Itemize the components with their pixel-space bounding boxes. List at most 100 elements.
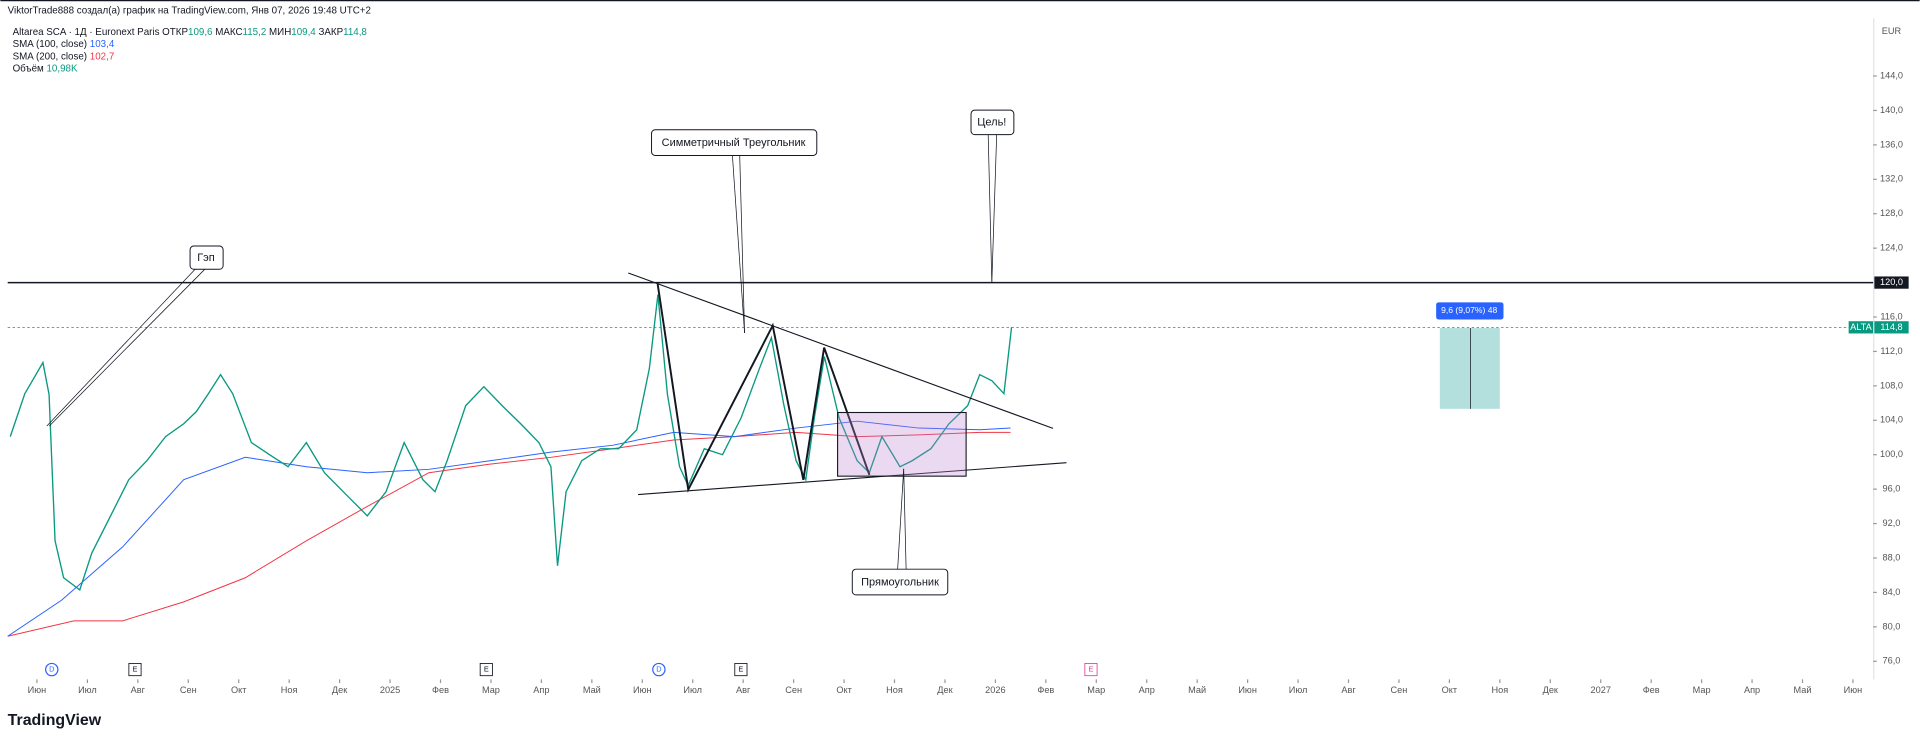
high: 115,2	[243, 26, 267, 37]
last-price-label: 114,8	[1880, 322, 1902, 332]
y-tick-label: 104,0	[1880, 415, 1903, 425]
measure-zone	[1439, 328, 1500, 409]
drawings	[628, 272, 1067, 496]
event-badge	[479, 663, 493, 677]
x-tick-label: Июл	[683, 685, 702, 695]
close-label: ЗАКР	[318, 26, 343, 37]
open: 109,6	[188, 26, 213, 37]
legend-volume: Объём 10,98K	[13, 63, 78, 74]
legend-symbol: Altarea SCA · 1Д · Euronext Paris ОТКР10…	[13, 26, 368, 37]
x-tick-label: Ноя	[886, 685, 903, 695]
event-letter: E	[1089, 664, 1094, 673]
level-tag	[1874, 276, 1909, 289]
event-badge	[128, 663, 142, 677]
y-tick-label: 100,0	[1880, 449, 1903, 459]
ticker-label: ALTA	[1850, 322, 1872, 332]
event-marker: E	[479, 663, 493, 677]
sma100-name: SMA (100, close)	[13, 39, 87, 50]
x-tick-label: Апр	[1139, 685, 1155, 695]
x-tick-label: Сен	[180, 685, 197, 695]
event-badge	[1084, 663, 1098, 677]
close: 114,8	[343, 26, 367, 37]
y-tick-label: 76,0	[1883, 656, 1901, 666]
x-tick-label: Ноя	[1491, 685, 1508, 695]
x-tick-label: Мар	[482, 685, 500, 695]
callout-text: Гэп	[197, 252, 215, 264]
x-tick-label: 2025	[380, 685, 400, 695]
x-tick-label: Окт	[231, 685, 247, 695]
event-marker: D	[652, 662, 666, 677]
x-tick-label: Июн	[28, 685, 47, 695]
measure-label-box	[1436, 302, 1504, 320]
event-letter: D	[656, 664, 661, 673]
y-tick-label: 132,0	[1880, 174, 1903, 184]
sma200-name: SMA (200, close)	[13, 51, 87, 62]
x-tick-label: Июн	[1844, 685, 1863, 695]
last-price-tag	[1874, 321, 1909, 334]
x-tick-label: Май	[1188, 685, 1206, 695]
triangle-upper	[628, 272, 1054, 429]
x-tick-label: Авг	[736, 685, 751, 695]
low: 109,4	[291, 26, 316, 37]
event-letter: E	[133, 664, 138, 673]
measure-label: 9,6 (9,07%) 48	[1441, 305, 1497, 315]
logo-text: TradingView	[8, 712, 102, 729]
callout-rectangle: Прямоугольник	[851, 468, 949, 596]
callout-text: Прямоугольник	[861, 577, 939, 589]
y-tick-label: 88,0	[1883, 552, 1901, 562]
x-tick-label: Авг	[1341, 685, 1356, 695]
event-marker: E	[1084, 663, 1098, 677]
legend-sma200: SMA (200, close) 102,7	[13, 51, 115, 62]
callout-gap: Гэп	[46, 245, 224, 427]
y-tick-label: 124,0	[1880, 243, 1903, 253]
currency: EUR	[1882, 26, 1902, 36]
callout-text: Цель!	[977, 116, 1006, 128]
x-tick-label: Окт	[1442, 685, 1458, 695]
x-tick-label: Авг	[131, 685, 146, 695]
x-tick-label: Май	[583, 685, 601, 695]
sma200-value: 102,7	[90, 51, 114, 62]
rectangle-zone	[837, 411, 967, 477]
open-label: ОТКР	[162, 26, 188, 37]
event-marker: E	[128, 663, 142, 677]
sma-line	[7, 431, 1011, 637]
symbol: Altarea SCA · 1Д · Euronext Paris	[13, 26, 160, 37]
event-badge	[652, 662, 666, 677]
x-tick-label: Апр	[1744, 685, 1760, 695]
plot: 76,0 80,0 84,0 88,0 92,0 96,0 100,0 104,0 108,0 1…	[7, 18, 1909, 695]
event-letter: E	[484, 664, 489, 673]
y-tick-label: 144,0	[1880, 70, 1903, 80]
event-badge	[45, 662, 59, 677]
x-tick-label: Мар	[1087, 685, 1105, 695]
x-tick-label: Июн	[1238, 685, 1257, 695]
x-tick-label: Фев	[1643, 685, 1660, 695]
measure: 9,6 (9,07%) 48	[1436, 302, 1504, 409]
byline: ViktorTrade888 создал(а) график на Tradi…	[8, 6, 371, 17]
high-label: МАКС	[215, 26, 242, 37]
event-marker: E	[734, 663, 748, 677]
logo: TradingView	[8, 712, 102, 729]
x-tick-label: Дек	[332, 685, 348, 695]
callout-triangle: Симметричный Треугольник	[651, 129, 818, 333]
event-letter: E	[738, 664, 743, 673]
x-tick-label: Окт	[836, 685, 852, 695]
x-tick-label: Дек	[937, 685, 953, 695]
x-tick-label: Дек	[1543, 685, 1559, 695]
x-tick-label: Фев	[432, 685, 449, 695]
x-tick-label: 2026	[985, 685, 1005, 695]
x-tick-label: Июл	[78, 685, 97, 695]
low-label: МИН	[269, 26, 291, 37]
y-tick-label: 84,0	[1883, 587, 1901, 597]
legend-sma100: SMA (100, close) 103,4	[13, 39, 115, 50]
volume-value: 10,98K	[46, 63, 77, 74]
event-marker: D	[45, 662, 59, 677]
x-tick-label: Июл	[1289, 685, 1308, 695]
y-tick-label: 128,0	[1880, 208, 1903, 218]
y-tick-label: 112,0	[1880, 346, 1902, 356]
y-tick-label: 80,0	[1883, 621, 1901, 631]
sma100-value: 103,4	[90, 39, 115, 50]
x-tick-label: Ноя	[281, 685, 298, 695]
y-tick-label: 108,0	[1880, 380, 1903, 390]
